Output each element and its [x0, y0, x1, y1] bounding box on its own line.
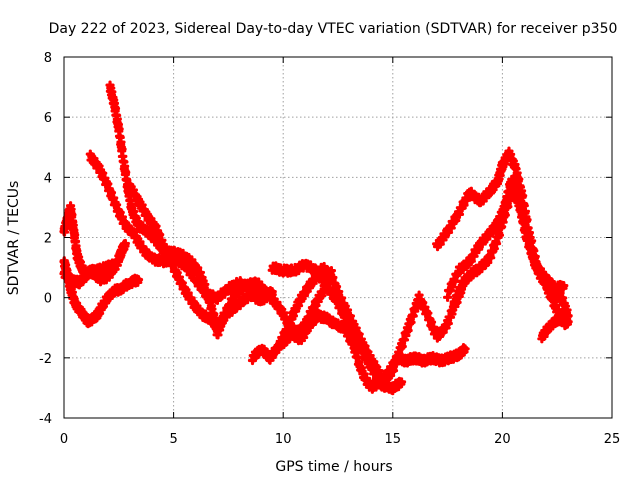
- y-tick-label: 6: [44, 111, 52, 126]
- x-tick-label: 0: [60, 432, 68, 447]
- x-axis-label: GPS time / hours: [275, 459, 392, 475]
- y-tick-label: -2: [39, 352, 52, 367]
- x-tick-label: 15: [385, 432, 402, 447]
- x-tick-labels: 0 5 10 15 20 25: [60, 432, 620, 447]
- data-series-track-8: [278, 308, 470, 394]
- data-series-track-9: [267, 258, 407, 396]
- x-tick-label: 5: [169, 432, 177, 447]
- x-tick-label: 25: [604, 432, 621, 447]
- y-tick-label: 4: [44, 171, 52, 186]
- data-points: [59, 80, 573, 396]
- axis-ticks: [63, 56, 613, 419]
- y-tick-label: 8: [44, 51, 52, 66]
- x-tick-label: 20: [494, 432, 511, 447]
- data-series-track-13: [537, 312, 573, 344]
- y-tick-labels: -4 -2 0 2 4 6 8: [39, 51, 52, 427]
- y-axis-label: SDTVAR / TECUs: [6, 181, 22, 296]
- y-tick-label: 0: [44, 292, 52, 307]
- x-tick-label: 10: [275, 432, 292, 447]
- chart-title: Day 222 of 2023, Sidereal Day-to-day VTE…: [49, 21, 618, 37]
- y-tick-label: 2: [44, 232, 52, 247]
- data-series-track-6: [125, 180, 277, 330]
- y-tick-label: -4: [39, 412, 52, 427]
- data-series-track-12: [449, 180, 573, 321]
